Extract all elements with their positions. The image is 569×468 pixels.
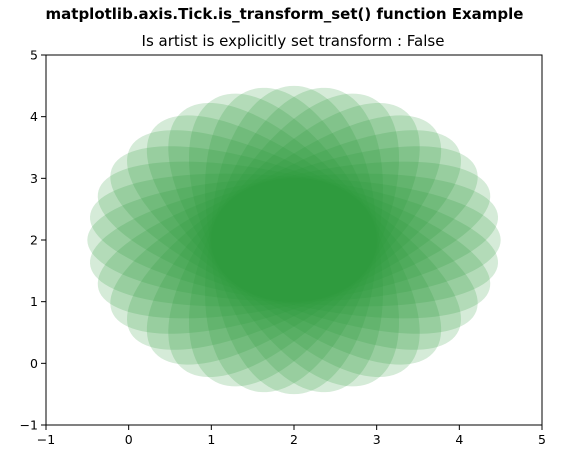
x-tick-label: 0 — [125, 432, 133, 447]
ellipse-mark — [146, 115, 442, 365]
x-tick-label: −1 — [37, 432, 55, 447]
ellipse-mark — [205, 87, 383, 393]
ellipse-mark — [90, 173, 498, 307]
y-tick-label: 2 — [30, 233, 38, 248]
ellipse-mark — [97, 161, 491, 319]
y-tick-label: 0 — [30, 356, 38, 371]
x-axis: −1 0 1 2 3 4 5 — [37, 425, 546, 447]
ellipse-mark — [168, 102, 420, 378]
y-tick-label: 3 — [30, 171, 38, 186]
y-tick-label: 4 — [30, 109, 38, 124]
ellipse-mark — [127, 130, 461, 350]
x-tick-label: 1 — [207, 432, 215, 447]
x-tick-label: 4 — [455, 432, 463, 447]
ellipse-mark — [97, 161, 491, 319]
ellipse-mark — [188, 93, 400, 387]
ellipse-mark — [205, 87, 383, 393]
figure-suptitle: matplotlib.axis.Tick.is_transform_set() … — [46, 5, 524, 23]
ellipse-mark — [146, 115, 442, 365]
ellipse-mark — [168, 102, 420, 378]
ellipse-mark — [188, 93, 400, 387]
ellipse-mark — [127, 130, 461, 350]
ellipse-mark — [211, 85, 377, 395]
x-tick-label: 3 — [373, 432, 381, 447]
ellipse-series — [87, 85, 501, 395]
y-tick-label: −1 — [20, 418, 38, 433]
axes-title: Is artist is explicitly set transform : … — [142, 32, 445, 50]
y-tick-label: 1 — [30, 294, 38, 309]
ellipse-mark — [110, 146, 478, 334]
ellipse-mark — [87, 178, 501, 302]
ellipse-mark — [90, 173, 498, 307]
ellipse-mark — [110, 146, 478, 334]
x-tick-label: 5 — [538, 432, 546, 447]
y-tick-label: 5 — [30, 48, 38, 63]
y-axis: −1 0 1 2 3 4 5 — [20, 48, 46, 433]
x-tick-label: 2 — [290, 432, 298, 447]
